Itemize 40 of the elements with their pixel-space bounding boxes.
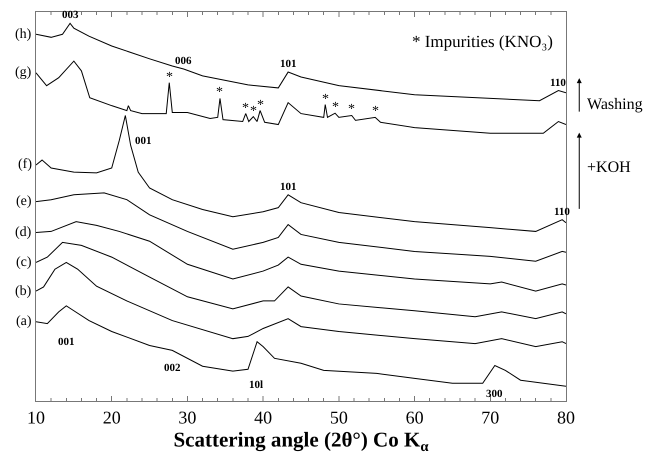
series-label: (c) (16, 255, 32, 270)
annotation: 006 (175, 55, 192, 67)
series-label: (e) (16, 194, 32, 209)
annotation: 003 (62, 9, 79, 21)
x-tick-label: 80 (557, 408, 575, 428)
annotation: * Impurities (KNO₃) (412, 32, 553, 51)
x-tick-label: 10 (27, 408, 45, 428)
annotation: * (166, 70, 173, 85)
series-label: (b) (15, 284, 32, 299)
annotation: * (372, 104, 379, 119)
x-tick-label: 40 (254, 408, 272, 428)
annotation: * (250, 104, 257, 119)
annotation: 101 (280, 181, 296, 193)
text: +KOH (587, 159, 632, 176)
annotation: 001 (58, 336, 74, 348)
annotation: * (257, 98, 264, 113)
x-tick-label: 60 (406, 408, 424, 428)
annotation: * (322, 92, 329, 107)
series-label: (d) (15, 225, 32, 240)
x-tick-label: 30 (178, 408, 196, 428)
annotation: * (242, 101, 249, 116)
x-tick-label: 70 (481, 408, 500, 428)
series-label: (h) (15, 27, 32, 42)
text: Washing (587, 96, 643, 113)
x-tick-label: 20 (102, 408, 121, 428)
annotation: * (348, 102, 355, 117)
x-tick-label: 50 (330, 408, 348, 428)
annotation: * (216, 85, 223, 100)
annotation: 300 (486, 388, 503, 400)
annotation: 001 (135, 135, 152, 147)
x-axis-title: Scattering angle (2θ°) Co K$_{α}$ (173, 428, 430, 456)
annotation: 10l (249, 379, 264, 391)
series-label: (g) (15, 65, 32, 80)
series-label: (a) (16, 314, 32, 329)
series-label: (f) (18, 157, 32, 172)
annotation: 110 (550, 77, 566, 89)
annotation: * (332, 100, 339, 115)
annotation: 110 (554, 206, 570, 218)
annotation: 002 (164, 362, 181, 374)
annotation: 101 (280, 58, 296, 70)
